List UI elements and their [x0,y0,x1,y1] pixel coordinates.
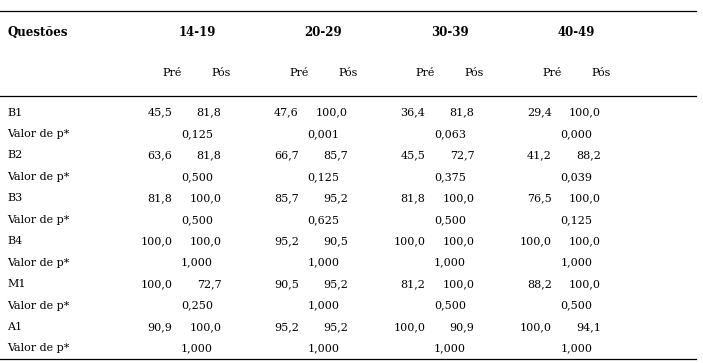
Text: 36,4: 36,4 [401,107,425,118]
Text: 1,000: 1,000 [181,258,213,268]
Text: 0,500: 0,500 [434,215,466,225]
Text: 81,8: 81,8 [148,193,172,203]
Text: 20-29: 20-29 [304,26,342,39]
Text: 100,0: 100,0 [393,236,425,246]
Text: 100,0: 100,0 [189,322,221,332]
Text: 100,0: 100,0 [316,107,348,118]
Text: 0,500: 0,500 [181,215,213,225]
Text: 0,625: 0,625 [307,215,340,225]
Text: 90,5: 90,5 [274,279,299,289]
Text: 100,0: 100,0 [442,236,475,246]
Text: Pós: Pós [338,68,358,78]
Text: 63,6: 63,6 [148,150,172,160]
Text: 76,5: 76,5 [527,193,552,203]
Text: 90,9: 90,9 [148,322,172,332]
Text: 66,7: 66,7 [274,150,299,160]
Text: Valor de p*: Valor de p* [7,172,70,182]
Text: 81,8: 81,8 [197,107,221,118]
Text: B3: B3 [7,193,22,203]
Text: Pré: Pré [162,68,182,78]
Text: Valor de p*: Valor de p* [7,215,70,225]
Text: 100,0: 100,0 [569,236,601,246]
Text: 100,0: 100,0 [520,322,552,332]
Text: Pós: Pós [212,68,231,78]
Text: 81,2: 81,2 [401,279,425,289]
Text: 30-39: 30-39 [431,26,469,39]
Text: 0,500: 0,500 [560,301,593,311]
Text: 100,0: 100,0 [569,279,601,289]
Text: 81,8: 81,8 [197,150,221,160]
Text: Pré: Pré [542,68,562,78]
Text: 40-49: 40-49 [557,26,595,39]
Text: 14-19: 14-19 [178,26,216,39]
Text: 1,000: 1,000 [307,301,340,311]
Text: Pós: Pós [465,68,484,78]
Text: 95,2: 95,2 [274,322,299,332]
Text: Pré: Pré [289,68,309,78]
Text: B2: B2 [7,150,22,160]
Text: 0,063: 0,063 [434,129,466,139]
Text: 0,000: 0,000 [560,129,593,139]
Text: 1,000: 1,000 [307,343,340,354]
Text: B4: B4 [7,236,22,246]
Text: 100,0: 100,0 [442,193,475,203]
Text: Pós: Pós [591,68,611,78]
Text: 81,8: 81,8 [450,107,475,118]
Text: 0,125: 0,125 [307,172,340,182]
Text: 88,2: 88,2 [576,150,601,160]
Text: 85,7: 85,7 [323,150,348,160]
Text: 95,2: 95,2 [323,322,348,332]
Text: 100,0: 100,0 [442,279,475,289]
Text: 1,000: 1,000 [434,258,466,268]
Text: B1: B1 [7,107,22,118]
Text: 100,0: 100,0 [520,236,552,246]
Text: Pré: Pré [415,68,435,78]
Text: 95,2: 95,2 [323,193,348,203]
Text: 81,8: 81,8 [401,193,425,203]
Text: 0,500: 0,500 [181,172,213,182]
Text: 90,9: 90,9 [450,322,475,332]
Text: 0,039: 0,039 [560,172,593,182]
Text: 47,6: 47,6 [274,107,299,118]
Text: 100,0: 100,0 [140,279,172,289]
Text: M1: M1 [7,279,25,289]
Text: 45,5: 45,5 [401,150,425,160]
Text: 1,000: 1,000 [434,343,466,354]
Text: 100,0: 100,0 [393,322,425,332]
Text: 0,125: 0,125 [560,215,593,225]
Text: A1: A1 [7,322,22,332]
Text: 72,7: 72,7 [197,279,221,289]
Text: 1,000: 1,000 [560,258,593,268]
Text: 100,0: 100,0 [140,236,172,246]
Text: Questões: Questões [7,26,67,39]
Text: 88,2: 88,2 [527,279,552,289]
Text: 45,5: 45,5 [148,107,172,118]
Text: 41,2: 41,2 [527,150,552,160]
Text: 0,250: 0,250 [181,301,213,311]
Text: 1,000: 1,000 [181,343,213,354]
Text: 100,0: 100,0 [189,193,221,203]
Text: 85,7: 85,7 [274,193,299,203]
Text: 1,000: 1,000 [560,343,593,354]
Text: Valor de p*: Valor de p* [7,343,70,354]
Text: Valor de p*: Valor de p* [7,301,70,311]
Text: 29,4: 29,4 [527,107,552,118]
Text: Valor de p*: Valor de p* [7,129,70,139]
Text: 72,7: 72,7 [450,150,475,160]
Text: 0,001: 0,001 [307,129,340,139]
Text: Valor de p*: Valor de p* [7,258,70,268]
Text: 94,1: 94,1 [576,322,601,332]
Text: 1,000: 1,000 [307,258,340,268]
Text: 90,5: 90,5 [323,236,348,246]
Text: 95,2: 95,2 [274,236,299,246]
Text: 100,0: 100,0 [189,236,221,246]
Text: 100,0: 100,0 [569,193,601,203]
Text: 0,500: 0,500 [434,301,466,311]
Text: 100,0: 100,0 [569,107,601,118]
Text: 95,2: 95,2 [323,279,348,289]
Text: 0,125: 0,125 [181,129,213,139]
Text: 0,375: 0,375 [434,172,466,182]
